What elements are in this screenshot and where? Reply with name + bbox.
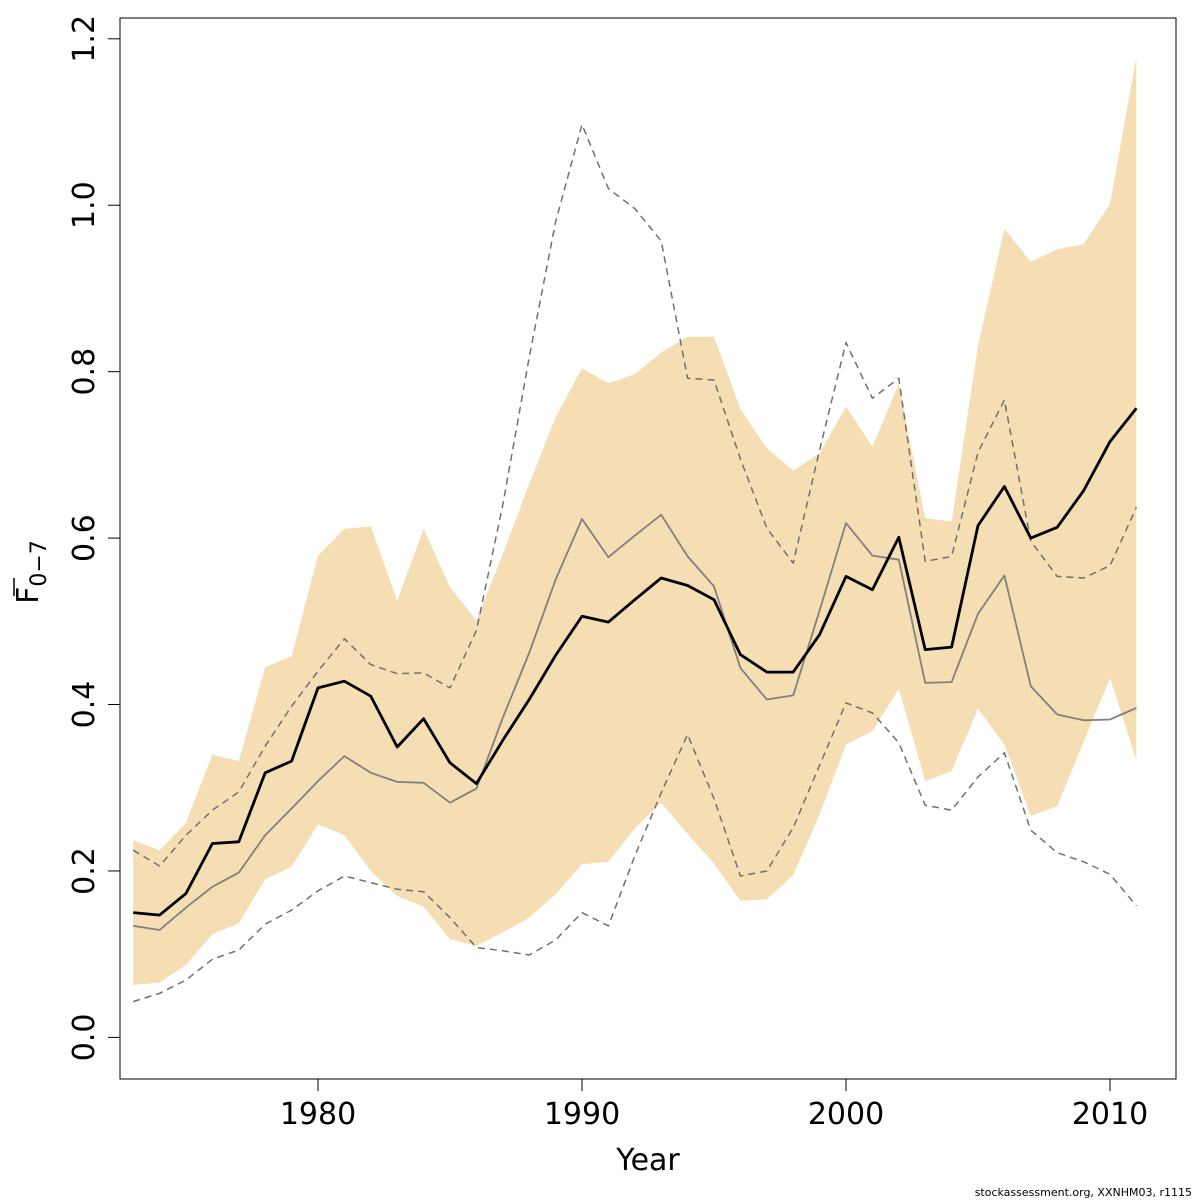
x-tick-label-2000: 2000 (808, 1097, 884, 1132)
y-tick-label-3: 0.6 (67, 514, 102, 562)
comparison-estimate-line-1 (133, 513, 1137, 931)
estimate-line-0 (133, 407, 1138, 917)
y-tick-label-4: 0.8 (67, 348, 102, 396)
y-tick-label-0: 0.0 (67, 1014, 102, 1062)
y-axis-title-main: F (11, 587, 46, 604)
y-axis-title-subscript: 0−7 (27, 540, 52, 586)
y-tick-label-2: 0.4 (67, 681, 102, 729)
comparison-bound-line-3 (132, 702, 1137, 1003)
y-tick-label-1: 0.2 (67, 847, 102, 895)
x-tick-label-2010: 2010 (1072, 1097, 1148, 1132)
y-tick-label-5: 1.0 (67, 181, 102, 229)
comparison-bound-line-2 (132, 123, 1138, 867)
x-tick-label-1990: 1990 (544, 1097, 620, 1132)
y-tick-label-6: 1.2 (67, 15, 102, 63)
confidence-band (133, 57, 1137, 986)
axes-layer: 1980 1990 2000 2010 0.0 0.2 0.4 0.6 0.8 1.0 1.2 (67, 15, 1148, 1132)
svg-text:F0−7: F0−7 (11, 540, 52, 604)
x-axis-title: Year (615, 1143, 680, 1178)
x-tick-label-1980: 1980 (280, 1097, 356, 1132)
marks-layer (132, 57, 1138, 1003)
credit-text: stockassessment.org, XXNHM03, r1115 (975, 1186, 1192, 1199)
y-axis-title: F0−7 (11, 540, 52, 604)
